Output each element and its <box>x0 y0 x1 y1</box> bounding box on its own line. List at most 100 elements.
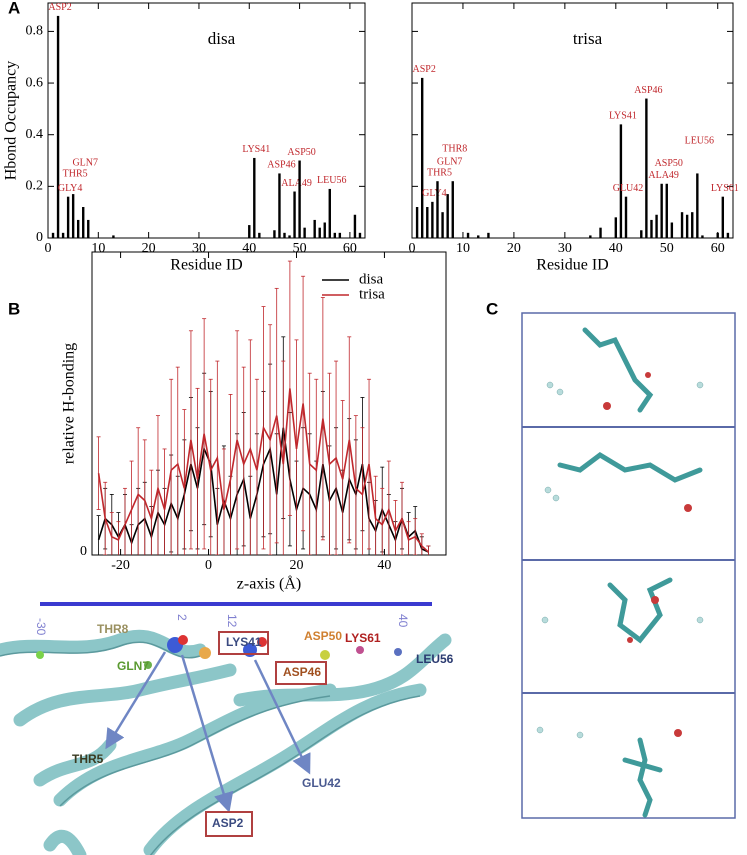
bar <box>61 232 65 238</box>
bar <box>328 188 331 238</box>
x-axis-label: Residue ID <box>170 257 242 274</box>
bar <box>313 219 316 238</box>
bar-label: LEU56 <box>317 175 346 186</box>
residue-label: THR8 <box>97 622 129 636</box>
plot-frame <box>47 2 366 239</box>
bar <box>273 230 276 238</box>
chart-title: disa <box>208 29 236 48</box>
residue-label: GLN7 <box>117 659 149 673</box>
x-tick-label: 10 <box>91 241 105 256</box>
y-tick-label: 0.6 <box>26 75 44 90</box>
bar-label: ASP50 <box>655 158 683 169</box>
bar-label: ASP46 <box>267 160 295 171</box>
y-tick-label: 0 <box>80 544 87 559</box>
bar <box>431 201 434 238</box>
bar <box>56 15 60 238</box>
x-tick-label: 10 <box>456 241 470 256</box>
bar <box>589 235 592 238</box>
bar <box>441 212 444 238</box>
bar <box>599 227 602 238</box>
bar <box>76 219 80 238</box>
bar <box>112 235 115 238</box>
bar-label: THR5 <box>63 168 88 179</box>
x-tick-label: 20 <box>289 558 303 573</box>
bar <box>726 232 730 238</box>
panel-label: C <box>486 299 498 318</box>
x-tick-label: 30 <box>558 241 572 256</box>
bar-label: GLU42 <box>613 183 644 194</box>
residue-label: LYS61 <box>345 631 381 645</box>
bar <box>660 183 663 238</box>
bar <box>670 222 674 238</box>
bar <box>426 207 429 238</box>
bar <box>716 232 719 238</box>
bar-label: ASP46 <box>634 85 662 96</box>
bar <box>323 222 326 238</box>
bar <box>358 232 362 238</box>
bar-label: GLY4 <box>422 188 447 199</box>
bar <box>333 232 337 238</box>
bar <box>696 173 699 238</box>
x-tick-label: 40 <box>609 241 623 256</box>
legend-label: trisa <box>359 286 385 302</box>
y-axis-label: Hbond Occupancy <box>3 61 20 181</box>
x-tick-label: 50 <box>660 241 674 256</box>
x-tick-label: 40 <box>242 241 256 256</box>
bar-label: LYS41 <box>242 144 270 155</box>
bar <box>298 160 301 238</box>
bar <box>640 230 643 238</box>
residue-label: ASP46 <box>283 665 321 679</box>
bar-label: ALA49 <box>648 170 679 181</box>
bar-label: LYS61 <box>711 183 739 194</box>
x-axis-label: Residue ID <box>536 257 608 274</box>
bar-label: THR5 <box>427 167 452 178</box>
bar <box>451 181 454 238</box>
bar <box>655 214 658 238</box>
panel-label: A <box>8 0 20 17</box>
x-tick-label: 20 <box>142 241 156 256</box>
bar <box>624 196 628 238</box>
bar <box>338 232 342 238</box>
bar <box>66 196 70 238</box>
series-line <box>97 388 429 553</box>
bar <box>303 227 306 238</box>
bar-label: GLY4 <box>58 183 83 194</box>
bar <box>619 124 623 238</box>
bar <box>645 98 648 238</box>
residue-label: GLU42 <box>302 776 341 790</box>
x-tick-label: 0 <box>409 241 416 256</box>
bar <box>293 191 296 238</box>
bar <box>87 219 90 238</box>
bar <box>318 227 321 238</box>
x-tick-label: 0 <box>45 241 52 256</box>
residue-label: LEU56 <box>416 652 454 666</box>
bar <box>51 232 55 238</box>
bar <box>701 235 704 238</box>
bar <box>283 232 286 238</box>
x-tick-label: 0 <box>205 558 212 573</box>
x-axis-label: z-axis (Å) <box>237 575 301 593</box>
bar-label: LYS41 <box>609 111 637 122</box>
bar <box>82 207 85 238</box>
x-tick-label: 60 <box>711 241 725 256</box>
bar <box>415 207 419 238</box>
scale-label: 12 <box>225 614 239 628</box>
bar <box>650 219 653 238</box>
bar-label: ALA49 <box>281 178 312 189</box>
residue-label: LYS41 <box>226 635 262 649</box>
bar-label: GLN7 <box>437 156 463 167</box>
bar <box>446 194 449 238</box>
scale-label: 40 <box>396 614 410 628</box>
bar-label: ASP2 <box>413 64 436 75</box>
x-tick-label: 30 <box>192 241 206 256</box>
y-tick-label: 0.2 <box>26 179 44 194</box>
bar <box>258 232 261 238</box>
snapshots <box>521 312 736 819</box>
residue-label: ASP50 <box>304 629 342 643</box>
x-tick-label: -20 <box>111 558 130 573</box>
plot-area <box>96 260 431 555</box>
x-tick-label: 60 <box>343 241 357 256</box>
bar-label: ASP50 <box>287 147 315 158</box>
bar-label: GLN7 <box>72 157 98 168</box>
